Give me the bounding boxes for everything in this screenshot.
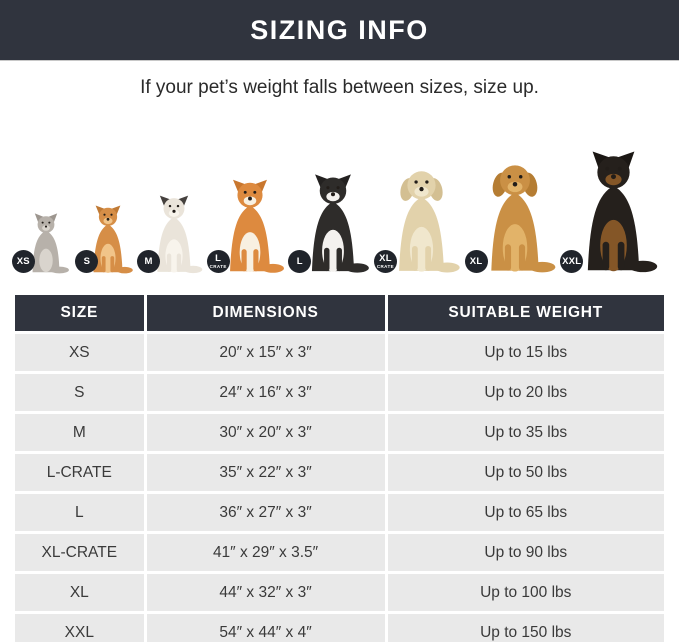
pet-border-collie: L	[288, 173, 372, 275]
size-badge-xl: XL	[464, 250, 488, 273]
pet-doberman: XXL	[560, 151, 661, 275]
badge-label: XXL	[562, 255, 582, 267]
dimensions-cell: 36″ x 27″ x 3″	[146, 494, 385, 531]
badge-label: S	[83, 255, 91, 267]
sizing-note: If your pet’s weight falls between sizes…	[140, 77, 539, 98]
badge-label: XL	[379, 253, 392, 264]
size-cell: XL-CRATE	[15, 534, 144, 571]
table-row: L-CRATE 35″ x 22″ x 3″ Up to 50 lbs	[15, 454, 664, 491]
table-row: XS 20″ x 15″ x 3″ Up to 15 lbs	[15, 334, 664, 371]
weight-cell: Up to 150 lbs	[387, 614, 664, 642]
badge-label: L	[215, 253, 222, 264]
badge-label: XS	[16, 255, 30, 267]
size-badge-m: M	[137, 250, 161, 273]
column-header-suitable-weight: SUITABLE WEIGHT	[387, 295, 664, 331]
size-badge-xl-crate: XL CRATE	[373, 250, 397, 273]
weight-cell: Up to 100 lbs	[387, 574, 664, 611]
size-cell: XL	[15, 574, 144, 611]
dimensions-cell: 54″ x 44″ x 4″	[146, 614, 385, 642]
page-title: SIZING INFO	[250, 14, 429, 45]
badge-label: XL	[469, 255, 483, 267]
column-header-dimensions: DIMENSIONS	[146, 295, 385, 331]
badge-sublabel: CRATE	[209, 263, 227, 269]
size-badge-xs: XS	[11, 250, 35, 273]
sizing-table: SIZE DIMENSIONS SUITABLE WEIGHT XS 20″ x…	[12, 292, 667, 642]
size-cell: S	[15, 374, 144, 411]
size-cell: L	[15, 494, 144, 531]
size-cell: XS	[15, 334, 144, 371]
table-header-row: SIZE DIMENSIONS SUITABLE WEIGHT	[15, 295, 664, 331]
table-row: XXL 54″ x 44″ x 4″ Up to 150 lbs	[15, 614, 664, 642]
size-cell: L-CRATE	[15, 454, 144, 491]
dimensions-cell: 44″ x 32″ x 3″	[146, 574, 385, 611]
shiba-inu-illustration	[213, 179, 287, 275]
size-cell: M	[15, 414, 144, 451]
dimensions-cell: 30″ x 20″ x 3″	[146, 414, 385, 451]
badge-label: L	[296, 255, 303, 267]
table-row: L 36″ x 27″ x 3″ Up to 65 lbs	[15, 494, 664, 531]
weight-cell: Up to 35 lbs	[387, 414, 664, 451]
size-cell: XXL	[15, 614, 144, 642]
dimensions-cell: 24″ x 16″ x 3″	[146, 374, 385, 411]
pet-golden-retriever: XL	[464, 161, 559, 275]
table-row: XL-CRATE 41″ x 29″ x 3.5″ Up to 90 lbs	[15, 534, 664, 571]
dimensions-cell: 41″ x 29″ x 3.5″	[146, 534, 385, 571]
weight-cell: Up to 20 lbs	[387, 374, 664, 411]
pet-labrador: XL CRATE	[373, 167, 463, 275]
pet-pomeranian: S	[75, 205, 135, 275]
cat-illustration	[18, 213, 74, 275]
border-collie-illustration	[294, 173, 372, 275]
doberman-illustration	[566, 151, 661, 275]
golden-retriever-illustration	[471, 161, 559, 275]
pet-size-row: XS S M L CRATE	[0, 103, 679, 275]
size-badge-xxl: XXL	[560, 250, 584, 273]
weight-cell: Up to 15 lbs	[387, 334, 664, 371]
pet-cat: XS	[11, 213, 74, 275]
pet-french-bulldog: M	[137, 195, 205, 275]
table-row: S 24″ x 16″ x 3″ Up to 20 lbs	[15, 374, 664, 411]
table-row: M 30″ x 20″ x 3″ Up to 35 lbs	[15, 414, 664, 451]
weight-cell: Up to 90 lbs	[387, 534, 664, 571]
pet-shiba-inu: L CRATE	[206, 179, 287, 275]
column-header-size: SIZE	[15, 295, 144, 331]
weight-cell: Up to 50 lbs	[387, 454, 664, 491]
french-bulldog-illustration	[143, 195, 205, 275]
dimensions-cell: 20″ x 15″ x 3″	[146, 334, 385, 371]
size-badge-l: L	[288, 250, 312, 273]
size-badge-l-crate: L CRATE	[206, 250, 230, 273]
table-row: XL 44″ x 32″ x 3″ Up to 100 lbs	[15, 574, 664, 611]
labrador-illustration	[380, 167, 463, 275]
page-header: SIZING INFO	[0, 0, 679, 61]
pomeranian-illustration	[81, 205, 135, 275]
size-badge-s: S	[75, 250, 99, 273]
dimensions-cell: 35″ x 22″ x 3″	[146, 454, 385, 491]
weight-cell: Up to 65 lbs	[387, 494, 664, 531]
badge-label: M	[144, 255, 153, 267]
badge-sublabel: CRATE	[376, 263, 395, 269]
